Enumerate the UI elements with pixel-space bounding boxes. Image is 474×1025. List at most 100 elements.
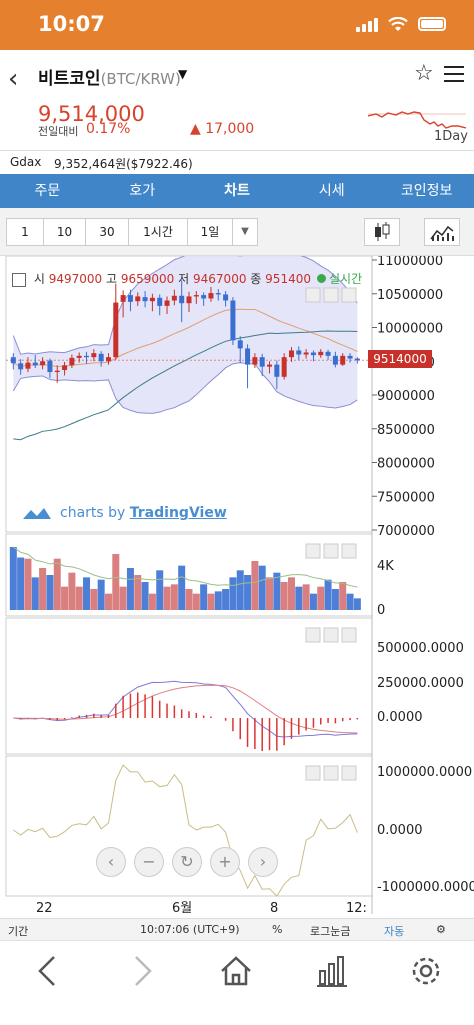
candle-body bbox=[62, 365, 68, 371]
battery-icon bbox=[418, 17, 446, 31]
period-label[interactable]: 기간 bbox=[8, 925, 29, 938]
candle-body bbox=[281, 357, 287, 377]
momentum-axis-label: 0.0000 bbox=[377, 823, 423, 838]
auto-scale-toggle[interactable]: 자동 bbox=[384, 925, 405, 938]
coin-title[interactable]: 비트코인(BTC/KRW) bbox=[38, 69, 181, 89]
candle-body bbox=[332, 355, 338, 365]
volume-bar bbox=[324, 579, 332, 610]
volume-bar bbox=[156, 570, 164, 610]
tradingview-watermark[interactable]: charts by TradingView bbox=[22, 505, 227, 521]
back-arrow-icon[interactable] bbox=[28, 951, 68, 991]
price-axis-label: 8000000 bbox=[377, 457, 435, 472]
candle-body bbox=[223, 294, 229, 301]
candle-body bbox=[113, 302, 119, 358]
chart-settings-icon[interactable]: ⚙ bbox=[436, 923, 446, 936]
price-axis-label: 7000000 bbox=[377, 524, 435, 539]
candle-body bbox=[32, 362, 38, 366]
volume-bar bbox=[53, 558, 61, 610]
volume-bar bbox=[207, 593, 215, 610]
zoom-out-button[interactable]: − bbox=[134, 847, 164, 877]
chart-area[interactable]: 1100000010500000100000009500000900000085… bbox=[0, 256, 474, 914]
chart-clock: 10:07:06 (UTC+9) bbox=[140, 923, 240, 936]
chart-canvas[interactable]: 1100000010500000100000009500000900000085… bbox=[0, 256, 474, 914]
macd-axis-label: 500000.0000 bbox=[377, 641, 464, 656]
tab-market[interactable]: 시세 bbox=[318, 183, 345, 199]
volume-bar bbox=[24, 558, 32, 610]
volume-bar bbox=[258, 565, 266, 610]
price-axis-label: 10500000 bbox=[377, 288, 443, 303]
panel-down-icon bbox=[323, 543, 339, 559]
candle-body bbox=[157, 297, 163, 306]
compare-amount: ▲ 17,000 bbox=[190, 121, 255, 137]
percent-toggle[interactable]: % bbox=[272, 923, 283, 936]
candle-body bbox=[120, 295, 126, 302]
back-icon[interactable]: ‹ bbox=[8, 64, 19, 94]
zoom-in-button[interactable]: + bbox=[210, 847, 240, 877]
tab-chart[interactable]: 차트 bbox=[224, 183, 250, 199]
volume-bar bbox=[346, 593, 354, 610]
volume-bar bbox=[236, 570, 244, 610]
candle-body bbox=[91, 353, 97, 358]
interval-dropdown-icon[interactable]: ▼ bbox=[232, 218, 258, 246]
forward-arrow-icon[interactable] bbox=[122, 951, 162, 991]
tab-order[interactable]: 주문 bbox=[34, 183, 61, 199]
candle-body bbox=[171, 295, 177, 301]
bar-chart-icon[interactable] bbox=[312, 951, 352, 991]
reset-button[interactable]: ↻ bbox=[172, 847, 202, 877]
volume-bar bbox=[119, 586, 127, 610]
status-icons bbox=[356, 16, 446, 32]
volume-bar bbox=[295, 586, 303, 610]
interval-1hour-button[interactable]: 1시간 bbox=[128, 218, 188, 246]
gdax-label: Gdax bbox=[10, 155, 42, 169]
candle-body bbox=[105, 357, 111, 362]
ohlc-low: 9467000 bbox=[193, 272, 247, 286]
star-icon[interactable]: ☆ bbox=[414, 61, 434, 86]
volume-bar bbox=[302, 584, 310, 610]
interval-1min-button[interactable]: 1 bbox=[6, 218, 44, 246]
candle-body bbox=[267, 364, 273, 367]
price-summary: 9,514,000 전일대비 0.17% ▲ 17,000 1Day bbox=[0, 100, 474, 150]
current-price-tag: 9514000 bbox=[368, 350, 432, 368]
volume-bar bbox=[163, 586, 171, 610]
candle-body bbox=[201, 295, 207, 299]
candle-body bbox=[40, 361, 46, 366]
collapse-icon[interactable] bbox=[12, 272, 26, 287]
tab-orderbook[interactable]: 호가 bbox=[129, 183, 156, 199]
settings-icon[interactable] bbox=[406, 951, 446, 991]
candle-body bbox=[325, 351, 331, 356]
tab-coin-info[interactable]: 코인정보 bbox=[400, 183, 453, 199]
candle-body bbox=[149, 297, 155, 302]
ohlc-high: 9659000 bbox=[120, 272, 175, 286]
candle-body bbox=[318, 351, 324, 356]
scroll-left-button[interactable]: ‹ bbox=[96, 847, 126, 877]
panel-up-icon bbox=[305, 287, 321, 303]
volume-bar bbox=[339, 582, 347, 610]
volume-bar bbox=[178, 565, 186, 610]
menu-icon[interactable] bbox=[444, 66, 464, 87]
scroll-right-button[interactable]: › bbox=[248, 847, 278, 877]
candle-body bbox=[142, 297, 148, 302]
sparkline[interactable] bbox=[368, 104, 466, 144]
ohlc-open: 9497000 bbox=[48, 272, 103, 286]
signal-icon bbox=[356, 16, 378, 32]
status-time: 10:07 bbox=[38, 12, 105, 36]
log-scale-toggle[interactable]: 로그눈금 bbox=[310, 925, 351, 938]
moving-average-line bbox=[13, 308, 358, 367]
volume-axis-label: 4K bbox=[377, 559, 394, 574]
indicator-icon[interactable] bbox=[424, 218, 460, 246]
candle-body bbox=[310, 352, 316, 356]
tab-bar: 주문 호가 차트 시세 코인정보 bbox=[0, 174, 474, 208]
interval-10min-button[interactable]: 10 bbox=[43, 218, 86, 246]
volume-bar bbox=[17, 557, 25, 610]
home-icon[interactable] bbox=[216, 951, 256, 991]
candle-body bbox=[288, 350, 294, 358]
volume-bar bbox=[46, 575, 54, 610]
interval-30min-button[interactable]: 30 bbox=[85, 218, 129, 246]
chart-footer: 기간 10:07:06 (UTC+9) % 로그눈금 자동 ⚙ bbox=[0, 918, 474, 940]
candle-type-icon[interactable] bbox=[364, 218, 400, 246]
candle-body bbox=[164, 300, 170, 306]
chevron-down-icon[interactable]: ▼ bbox=[178, 67, 188, 81]
interval-1day-button[interactable]: 1일 bbox=[187, 218, 233, 246]
volume-bar bbox=[266, 577, 274, 610]
candle-body bbox=[303, 352, 309, 355]
